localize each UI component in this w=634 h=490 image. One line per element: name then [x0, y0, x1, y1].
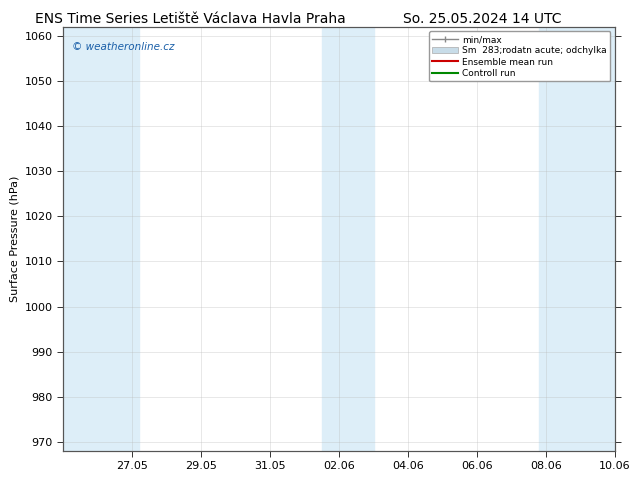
Legend: min/max, Sm  283;rodatn acute; odchylka, Ensemble mean run, Controll run: min/max, Sm 283;rodatn acute; odchylka, … — [429, 31, 611, 81]
Text: So. 25.05.2024 14 UTC: So. 25.05.2024 14 UTC — [403, 12, 561, 26]
Text: © weatheronline.cz: © weatheronline.cz — [72, 42, 174, 52]
Y-axis label: Surface Pressure (hPa): Surface Pressure (hPa) — [10, 176, 19, 302]
Bar — [63, 27, 139, 451]
Bar — [539, 27, 615, 451]
Bar — [322, 27, 373, 451]
Text: ENS Time Series Letiště Václava Havla Praha: ENS Time Series Letiště Václava Havla Pr… — [35, 12, 346, 26]
